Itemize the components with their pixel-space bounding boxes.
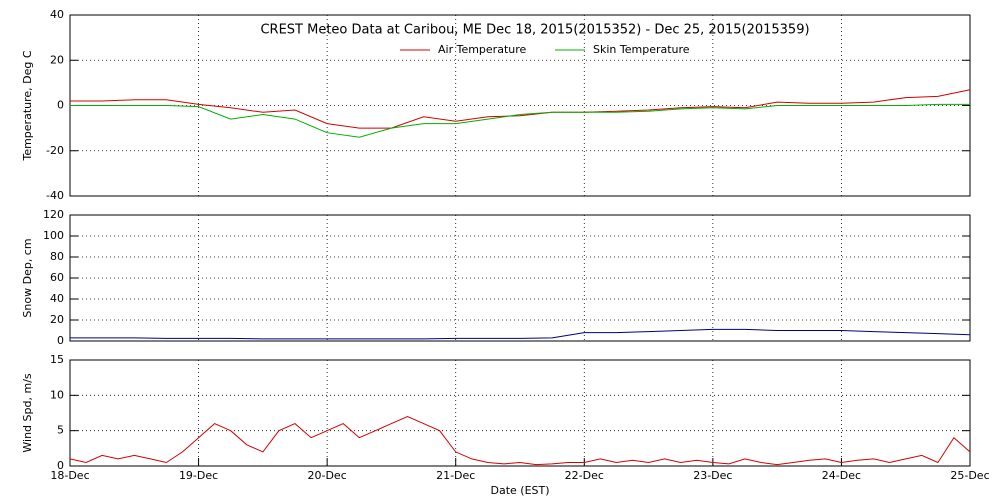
legend-label: Air Temperature (438, 43, 527, 56)
y-tick-label: -20 (46, 144, 64, 157)
x-tick-label: 25-Dec (950, 469, 989, 482)
y-tick-label: 60 (50, 271, 64, 284)
y-tick-label: 0 (57, 334, 64, 347)
y-tick-label: 0 (57, 99, 64, 112)
y-tick-label: 15 (50, 353, 64, 366)
x-tick-label: 22-Dec (565, 469, 604, 482)
chart-title: CREST Meteo Data at Caribou, ME Dec 18, … (260, 23, 809, 38)
y-tick-label: 40 (50, 292, 64, 305)
y-tick-label: 40 (50, 8, 64, 21)
x-tick-label: 18-Dec (50, 469, 89, 482)
y-tick-label: 20 (50, 313, 64, 326)
data-line (70, 89, 971, 129)
x-tick-label: 20-Dec (308, 469, 347, 482)
data-line (70, 103, 970, 138)
x-axis-label: Date (EST) (490, 484, 549, 497)
legend-label: Skin Temperature (593, 43, 690, 56)
y-tick-label: 20 (50, 53, 64, 66)
y-tick-label: -40 (46, 189, 64, 202)
x-tick-label: 24-Dec (822, 469, 861, 482)
data-line (69, 415, 971, 466)
y-axis-label: Snow Dep, cm (21, 238, 34, 317)
plot-frame (69, 214, 971, 342)
y-tick-label: 5 (57, 424, 64, 437)
y-tick-label: 100 (43, 229, 64, 242)
y-tick-label: 0 (57, 459, 64, 472)
y-tick-label: 120 (43, 208, 64, 221)
x-tick-label: 23-Dec (693, 469, 732, 482)
x-tick-label: 21-Dec (436, 469, 475, 482)
y-tick-label: 10 (50, 388, 64, 401)
y-tick-label: 80 (50, 250, 64, 263)
data-line (70, 328, 971, 340)
x-tick-label: 19-Dec (179, 469, 218, 482)
y-axis-label: Wind Spd, m/s (21, 373, 34, 453)
y-axis-label: Temperature, Deg C (21, 50, 34, 161)
plot-frame (69, 359, 971, 467)
